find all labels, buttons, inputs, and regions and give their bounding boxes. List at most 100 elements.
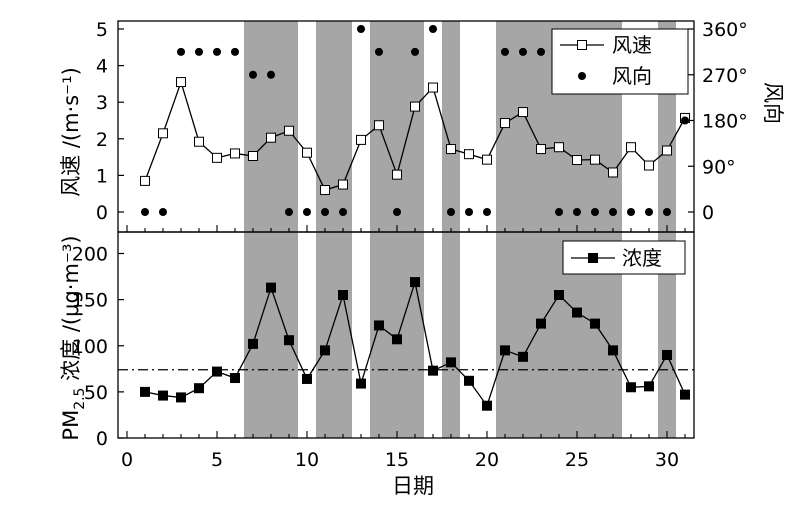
top-ytick-label-0: 0 [96, 202, 108, 224]
wind-speed-point-9 [284, 125, 294, 136]
wind-speed-point-1 [140, 175, 150, 186]
bottom-ytick-label-0: 0 [96, 428, 108, 450]
bottom-ytick-label-1: 50 [84, 382, 108, 404]
top-y2tick-label-2: 180° [702, 111, 748, 133]
wind-speed-point-26 [590, 154, 600, 165]
bottom-xtick-label-2: 10 [295, 449, 319, 471]
bottom-xlabel: 日期 [392, 474, 434, 498]
wind-direction-point-24 [555, 208, 563, 216]
bottom-ytick-label-2: 100 [72, 336, 108, 358]
top-legend-wind-speed-marker [577, 40, 587, 50]
pm25-point-15 [392, 334, 402, 345]
wind-speed-point-29 [644, 160, 654, 171]
wind-direction-point-9 [285, 208, 293, 216]
wind-speed-point-6 [230, 148, 240, 159]
pm25-point-4 [194, 383, 204, 394]
pm25-point-5 [212, 366, 222, 377]
bottom-xtick-label-1: 5 [211, 449, 223, 471]
pm25-point-2 [158, 390, 168, 401]
pm25-point-18 [446, 357, 456, 368]
pm25-point-14 [374, 320, 384, 331]
wind-speed-point-17 [428, 82, 438, 93]
pm25-point-9 [284, 335, 294, 346]
bottom-ytick-label-3: 150 [72, 290, 108, 312]
wind-direction-point-28 [627, 208, 635, 216]
bottom-ylabel-main: PM [59, 410, 83, 441]
pm25-point-6 [230, 373, 240, 384]
bottom-ytick-label-4: 200 [72, 244, 108, 266]
wind-direction-point-16 [411, 47, 419, 56]
wind-direction-point-8 [267, 70, 275, 79]
top-y2tick-label-0: 0 [702, 202, 714, 224]
wind-speed-point-11 [320, 185, 330, 196]
top-legend-wind-direction-label: 风向 [612, 64, 652, 88]
wind-direction-point-15 [393, 208, 401, 216]
pm25-point-28 [626, 382, 636, 393]
wind-direction-point-31 [681, 116, 689, 125]
wind-speed-point-2 [158, 128, 168, 139]
top-legend: 风速 风向 [551, 28, 689, 95]
bottom-xtick-label-3: 15 [385, 449, 409, 471]
bottom-legend: 浓度 [562, 240, 686, 275]
wind-speed-point-24 [554, 142, 564, 153]
wind-speed-point-28 [626, 142, 636, 153]
top-ytick-label-1: 1 [96, 165, 108, 187]
pm25-point-19 [464, 375, 474, 386]
wind-speed-point-13 [356, 134, 366, 145]
bottom-panel-frame [117, 231, 695, 439]
wind-direction-point-3 [177, 47, 185, 56]
top-legend-wind-speed-label: 风速 [612, 33, 652, 57]
wind-speed-point-4 [194, 136, 204, 147]
wind-speed-point-30 [662, 145, 672, 156]
bottom-xtick-label-5: 25 [565, 449, 589, 471]
bottom-legend-pm-label: 浓度 [622, 246, 662, 270]
wind-direction-point-2 [159, 208, 167, 216]
top-legend-box [551, 28, 689, 95]
pm25-point-17 [428, 365, 438, 376]
wind-direction-point-12 [339, 208, 347, 216]
pm25-point-26 [590, 318, 600, 329]
wind-speed-point-5 [212, 152, 222, 163]
bottom-legend-pm-marker [588, 253, 598, 263]
pm25-point-24 [554, 290, 564, 301]
top-ytick-label-3: 3 [96, 92, 108, 114]
bottom-ylabel-sub: 2.5 [72, 388, 88, 410]
wind-direction-point-26 [591, 208, 599, 216]
wind-direction-point-4 [195, 47, 203, 56]
top-ytick-label-4: 4 [96, 56, 108, 78]
wind-direction-point-1 [141, 208, 149, 216]
pm25-point-30 [662, 349, 672, 360]
top-ytick-label-5: 5 [96, 19, 108, 41]
pm25-point-3 [176, 392, 186, 403]
pm25-point-20 [482, 400, 492, 411]
wind-direction-point-13 [357, 25, 365, 33]
wind-speed-point-10 [302, 147, 312, 158]
wind-direction-point-29 [645, 208, 653, 216]
top-y2tick-label-4: 360° [702, 19, 748, 41]
wind-speed-point-18 [446, 144, 456, 155]
wind-direction-point-14 [375, 47, 383, 56]
wind-speed-point-14 [374, 120, 384, 131]
wind-speed-point-16 [410, 101, 420, 112]
wind-speed-point-20 [482, 154, 492, 165]
top-ytick-label-2: 2 [96, 129, 108, 151]
bottom-xtick-label-6: 30 [655, 449, 679, 471]
wind-speed-point-3 [176, 77, 186, 88]
wind-direction-point-23 [537, 47, 545, 56]
wind-direction-point-21 [501, 47, 509, 56]
wind-direction-point-19 [465, 208, 473, 216]
top-y2label: 风向 [761, 82, 785, 124]
pm25-point-10 [302, 373, 312, 384]
top-ylabel: 风速 /(m·s⁻¹) [59, 67, 83, 197]
pm25-point-31 [680, 389, 690, 400]
pm25-point-16 [410, 277, 420, 288]
wind-direction-point-6 [231, 47, 239, 56]
pm25-point-25 [572, 307, 582, 318]
wind-speed-point-7 [248, 151, 258, 162]
pm25-point-22 [518, 351, 528, 362]
wind-speed-point-12 [338, 179, 348, 190]
wind-speed-point-22 [518, 107, 528, 118]
wind-direction-point-7 [249, 70, 257, 79]
wind-direction-point-22 [519, 47, 527, 56]
